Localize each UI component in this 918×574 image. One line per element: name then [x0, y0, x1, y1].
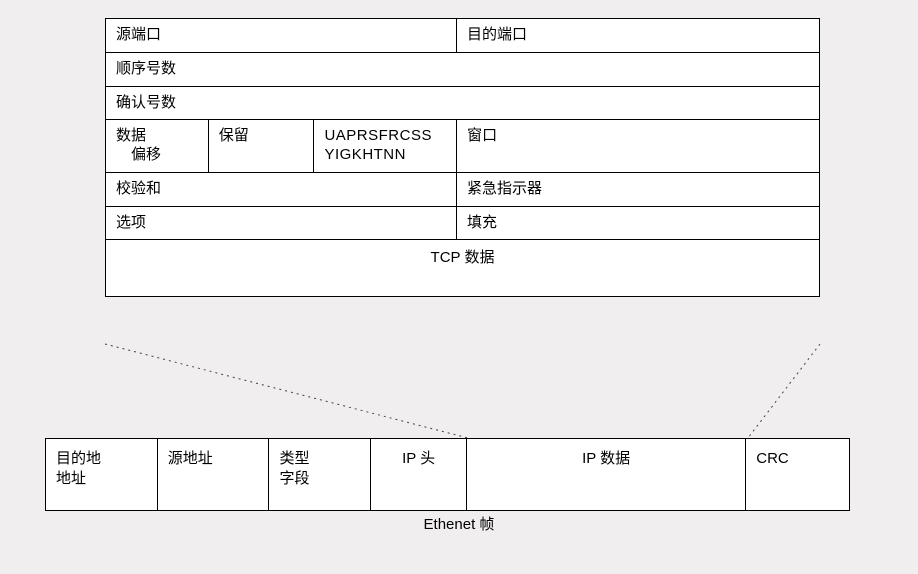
tcp-options: 选项	[106, 207, 457, 240]
ethernet-src-addr: 源地址	[158, 439, 270, 510]
tcp-flags: UAPRSFRCSS YIGKHTNN	[314, 120, 457, 172]
tcp-row-ports: 源端口 目的端口	[106, 19, 819, 53]
tcp-row-options: 选项 填充	[106, 207, 819, 241]
ethernet-ip-data: IP 数据	[467, 439, 746, 510]
tcp-reserved: 保留	[209, 120, 315, 172]
tcp-dest-port: 目的端口	[457, 19, 819, 52]
tcp-padding: 填充	[457, 207, 819, 240]
tcp-row-seq: 顺序号数	[106, 53, 819, 87]
tcp-row-ack: 确认号数	[106, 87, 819, 121]
tcp-data-offset: 数据 偏移	[106, 120, 209, 172]
ethernet-caption: Ethenet 帧	[0, 513, 918, 534]
tcp-row-checksum: 校验和 紧急指示器	[106, 173, 819, 207]
ethernet-ip-header: IP 头	[371, 439, 467, 510]
tcp-data: TCP 数据	[106, 240, 819, 296]
ethernet-type-field: 类型 字段	[269, 439, 371, 510]
tcp-sequence-number: 顺序号数	[106, 53, 819, 86]
tcp-row-flags: 数据 偏移 保留 UAPRSFRCSS YIGKHTNN 窗口	[106, 120, 819, 173]
tcp-urgent-pointer: 紧急指示器	[457, 173, 819, 206]
connector-right	[748, 344, 820, 438]
tcp-ack-number: 确认号数	[106, 87, 819, 120]
ethernet-dest-addr: 目的地 地址	[46, 439, 158, 510]
tcp-checksum: 校验和	[106, 173, 457, 206]
tcp-source-port: 源端口	[106, 19, 457, 52]
tcp-header-table: 源端口 目的端口 顺序号数 确认号数 数据 偏移 保留 UAPRSFRCSS Y…	[105, 18, 820, 297]
tcp-row-data: TCP 数据	[106, 240, 819, 296]
tcp-window: 窗口	[457, 120, 819, 172]
ethernet-frame-table: 目的地 地址 源地址 类型 字段 IP 头 IP 数据 CRC	[45, 438, 850, 511]
connector-left	[105, 344, 468, 438]
ethernet-crc: CRC	[746, 439, 849, 510]
diagram-stage: 源端口 目的端口 顺序号数 确认号数 数据 偏移 保留 UAPRSFRCSS Y…	[0, 0, 918, 574]
